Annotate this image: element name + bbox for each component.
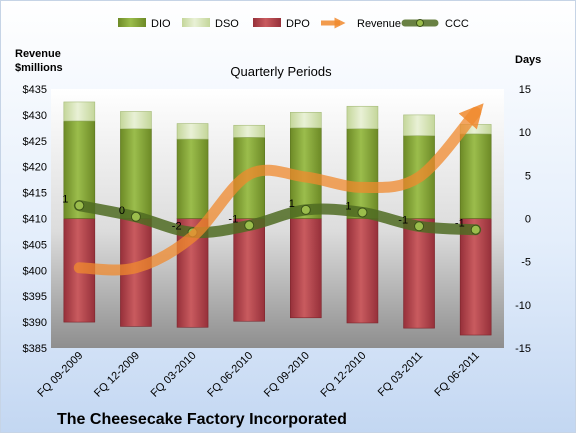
x-axis-labels: FQ 09-2009 FQ 12-2009 FQ 03-2010 FQ 06-2010… (35, 350, 481, 400)
ccc-data-label: 0 (119, 205, 125, 217)
ccc-point (300, 204, 311, 215)
left-tick-label: $420 (23, 162, 47, 174)
bar-dpo (290, 218, 322, 319)
left-tick-label: $400 (23, 265, 47, 277)
revenue-series (73, 103, 484, 276)
right-tick-label: -10 (515, 300, 531, 312)
legend-label-ccc: CCC (445, 18, 469, 30)
left-tick-label: $385 (23, 343, 47, 355)
left-axis-ticks: $385 $390 $395 $400 $405 $410 $415 $420 $425 $430… (23, 84, 47, 355)
bar-dio (176, 138, 209, 219)
ccc-point (74, 200, 85, 211)
left-tick-label: $415 (23, 188, 47, 200)
legend-marker-ccc (416, 19, 424, 27)
category-label: FQ 03-2010 (149, 350, 199, 400)
legend-swatch-dio (118, 18, 146, 27)
left-tick-label: $430 (23, 110, 47, 122)
left-axis-title-line1: Revenue (15, 48, 61, 60)
bar-dso (403, 114, 435, 136)
right-tick-label: -5 (521, 257, 531, 269)
right-tick-label: 0 (525, 214, 531, 226)
ccc-data-label: -1 (455, 218, 465, 230)
legend: DIO DSO DPO Revenue CCC (118, 17, 469, 30)
bar-dso (120, 111, 152, 130)
ccc-data-label: 1 (345, 200, 351, 212)
left-tick-label: $435 (23, 84, 47, 96)
bar-dpo (459, 218, 492, 336)
bar-dso (290, 112, 322, 129)
left-tick-label: $405 (23, 239, 47, 251)
ccc-point (414, 221, 425, 232)
ccc-point (130, 211, 141, 222)
legend-label-dio: DIO (151, 18, 171, 30)
left-tick-label: $410 (23, 214, 47, 226)
legend-label-dso: DSO (215, 18, 239, 30)
bar-dpo (403, 218, 435, 329)
ccc-data-label: -2 (172, 220, 182, 232)
revenue-line (73, 103, 484, 276)
legend-label-dpo: DPO (286, 18, 310, 30)
category-label: FQ 09-2009 (35, 350, 85, 400)
left-tick-label: $395 (23, 291, 47, 303)
right-tick-label: 10 (519, 127, 531, 139)
left-tick-label: $390 (23, 317, 47, 329)
chart-subtitle: Quarterly Periods (230, 64, 332, 79)
company-name: The Cheesecake Factory Incorporated (57, 411, 347, 428)
legend-swatch-dpo (253, 18, 281, 27)
ccc-point (244, 220, 255, 231)
category-label: FQ 03-2011 (376, 350, 425, 399)
bar-dso (176, 123, 209, 140)
category-label: FQ 12-2010 (319, 350, 369, 400)
ccc-data-label: -1 (398, 214, 408, 226)
ccc-data-label: 1 (289, 198, 295, 210)
category-label: FQ 12-2009 (92, 350, 142, 400)
ccc-data-label: 1 (62, 194, 68, 206)
right-tick-label: 5 (525, 170, 531, 182)
legend-label-revenue: Revenue (357, 18, 401, 30)
ccc-point (357, 207, 368, 218)
category-label: FQ 09-2010 (262, 350, 312, 400)
bar-dio (459, 133, 492, 219)
ccc-point (470, 224, 481, 235)
ccc-data-label: -1 (228, 213, 238, 225)
left-axis-title-line2: $millions (15, 62, 63, 74)
bar-dpo (346, 218, 379, 324)
right-axis-title: Days (515, 54, 541, 66)
category-label: FQ 06-2010 (205, 350, 255, 400)
right-tick-label: -15 (515, 343, 531, 355)
right-axis-ticks: -15 -10 -5 0 5 10 15 (515, 84, 531, 355)
bar-dio (120, 128, 152, 219)
bar-dpo (233, 218, 265, 322)
bar-dio (346, 128, 379, 219)
bar-dso (233, 124, 265, 138)
ccc-series: 1 0 -2 -1 1 1 -1 -1 (62, 194, 482, 239)
category-label: FQ 06-2011 (432, 350, 481, 399)
bar-dso (63, 101, 96, 122)
left-tick-label: $425 (23, 136, 47, 148)
bar-dso (346, 105, 379, 130)
legend-swatch-dso (182, 18, 210, 27)
right-tick-label: 15 (519, 84, 531, 96)
